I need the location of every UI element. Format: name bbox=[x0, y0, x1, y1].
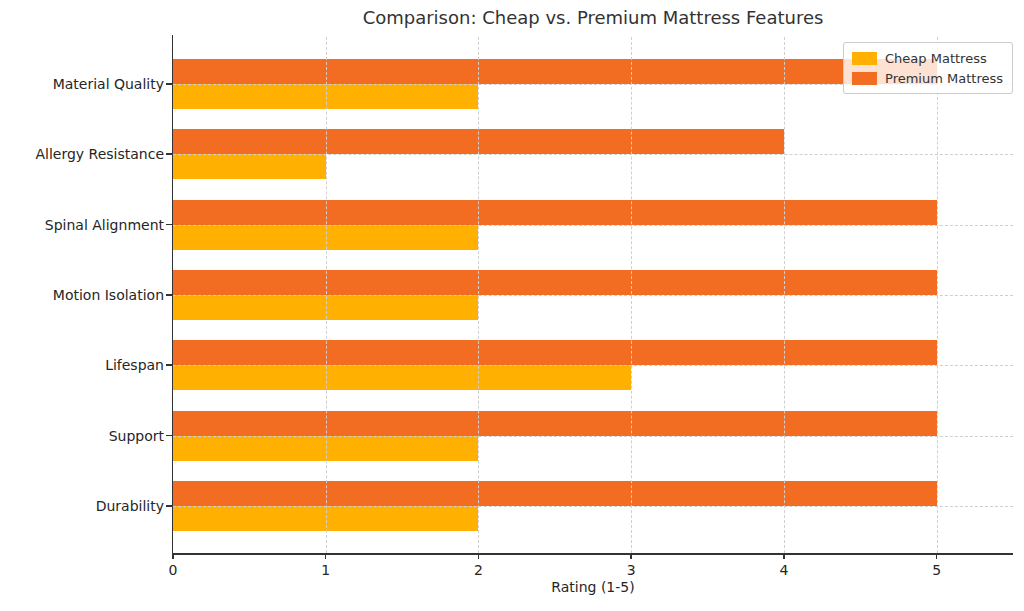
h-gridline bbox=[173, 225, 1013, 226]
bar-premium-0 bbox=[173, 59, 937, 84]
y-tick-label: Spinal Alignment bbox=[0, 216, 164, 234]
legend: Cheap Mattress Premium Mattress bbox=[843, 42, 1013, 94]
bar-chart-figure: Comparison: Cheap vs. Premium Mattress F… bbox=[0, 0, 1024, 611]
bar-premium-2 bbox=[173, 200, 937, 225]
y-tick-label: Support bbox=[0, 427, 164, 445]
legend-item-premium: Premium Mattress bbox=[852, 68, 1003, 88]
h-gridline bbox=[173, 365, 1013, 366]
bar-premium-4 bbox=[173, 340, 937, 365]
y-tick-label: Material Quality bbox=[0, 75, 164, 93]
bar-premium-6 bbox=[173, 481, 937, 506]
legend-swatch-premium-icon bbox=[852, 72, 877, 85]
legend-label-premium: Premium Mattress bbox=[885, 71, 1003, 86]
v-gridline bbox=[937, 37, 938, 553]
bar-premium-3 bbox=[173, 270, 937, 295]
legend-swatch-cheap-icon bbox=[852, 52, 877, 65]
x-tick-label: 0 bbox=[153, 561, 193, 579]
v-gridline bbox=[326, 37, 327, 553]
y-tick-label: Allergy Resistance bbox=[0, 145, 164, 163]
x-tick-label: 4 bbox=[764, 561, 804, 579]
legend-item-cheap: Cheap Mattress bbox=[852, 48, 1003, 68]
h-gridline bbox=[173, 506, 1013, 507]
h-gridline bbox=[173, 295, 1013, 296]
bar-cheap-4 bbox=[173, 365, 631, 390]
bar-cheap-1 bbox=[173, 154, 326, 179]
bar-premium-5 bbox=[173, 411, 937, 436]
y-tick-label: Durability bbox=[0, 497, 164, 515]
h-gridline bbox=[173, 154, 1013, 155]
x-tick-label: 5 bbox=[917, 561, 957, 579]
y-tick-label: Lifespan bbox=[0, 356, 164, 374]
x-tick-label: 1 bbox=[306, 561, 346, 579]
x-tick-label: 3 bbox=[611, 561, 651, 579]
x-axis-spine bbox=[172, 553, 1014, 555]
y-axis-spine bbox=[172, 35, 174, 555]
x-tick-label: 2 bbox=[458, 561, 498, 579]
v-gridline bbox=[631, 37, 632, 553]
h-gridline bbox=[173, 436, 1013, 437]
x-axis-label: Rating (1-5) bbox=[173, 579, 1013, 595]
v-gridline bbox=[478, 37, 479, 553]
legend-label-cheap: Cheap Mattress bbox=[885, 51, 987, 66]
v-gridline bbox=[784, 37, 785, 553]
y-tick-label: Motion Isolation bbox=[0, 286, 164, 304]
